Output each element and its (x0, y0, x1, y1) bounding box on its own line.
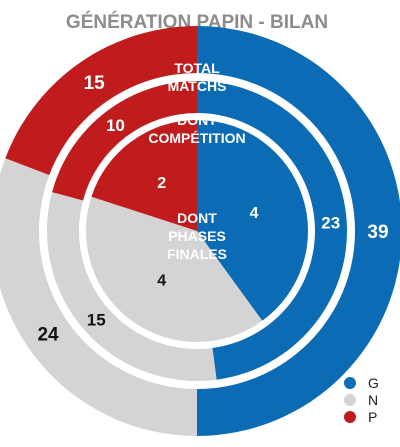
ring-1-segment-G (197, 26, 400, 436)
legend-swatch-G (344, 377, 356, 389)
ring-3-segment-G (197, 120, 308, 321)
chart-title: GÉNÉRATION PAPIN - BILAN (66, 11, 328, 33)
outer-ring-label-line-1: TOTAL (174, 60, 220, 76)
ring-1-value-G: 39 (367, 222, 388, 243)
ring-3-value-G: 4 (250, 205, 259, 222)
ring-1-value-P: 15 (84, 73, 106, 94)
ring-2-value-N: 15 (87, 310, 106, 329)
inner-ring-label-line-3: FINALES (167, 246, 227, 262)
outer-ring-label-line-2: MATCHS (168, 78, 227, 94)
middle-ring-label-line-2: COMPÉTITION (148, 130, 245, 146)
legend-label-P: P (368, 409, 377, 425)
legend-swatch-N (344, 394, 356, 406)
inner-ring-label-line-2: PHASES (168, 228, 226, 244)
ring-2-segment-G (197, 81, 348, 380)
ring-3-segment-P (91, 120, 197, 231)
ring-2-segment-N (46, 192, 217, 381)
ring-2-segment-P (52, 80, 197, 201)
legend-label-G: G (368, 375, 379, 391)
legend-label-N: N (368, 392, 378, 408)
ring-1-segment-N (0, 158, 197, 436)
ring-1-value-N: 24 (37, 325, 59, 346)
middle-ring-label-line-1: DONT (177, 112, 217, 128)
inner-ring-label-line-1: DONT (177, 210, 217, 226)
legend-swatch-P (344, 411, 356, 423)
ring-2-value-G: 23 (321, 213, 340, 232)
ring-1-segment-P (5, 26, 197, 175)
ring-2-value-P: 10 (106, 116, 125, 135)
ring-3-value-P: 2 (157, 175, 166, 192)
ring-3-segment-N (85, 196, 263, 342)
ring-3-value-N: 4 (157, 272, 166, 289)
